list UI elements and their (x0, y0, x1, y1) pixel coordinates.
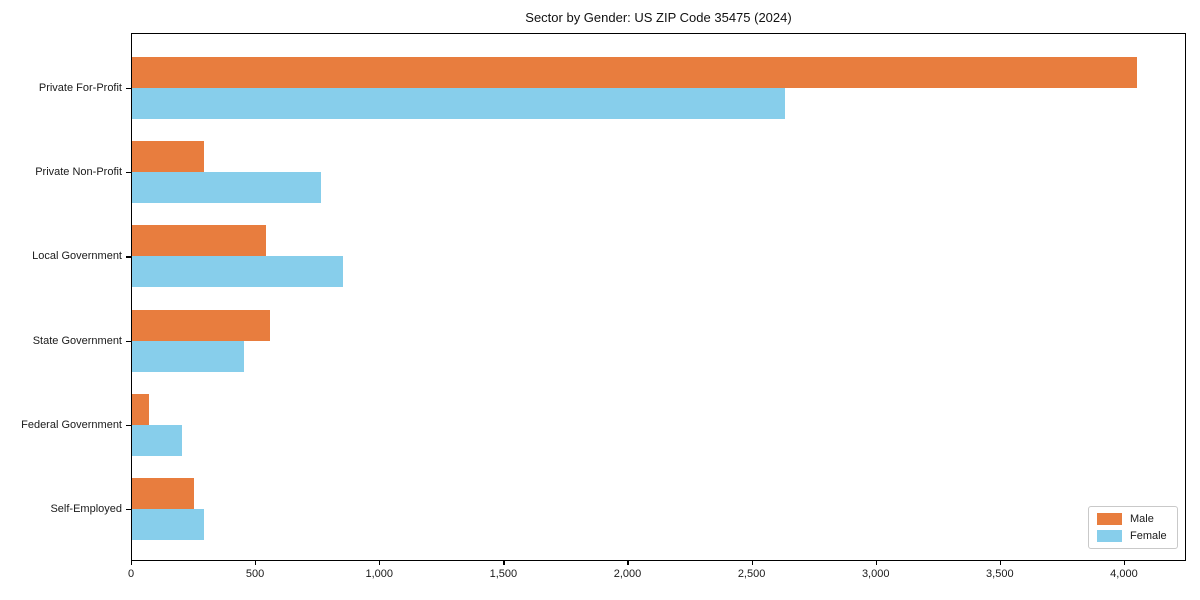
x-tick-mark (131, 561, 133, 565)
x-tick-mark (627, 561, 629, 565)
x-tick-label: 3,000 (861, 568, 890, 580)
x-tick-label: 1,500 (489, 568, 518, 580)
y-tick-label: Local Government (32, 250, 122, 263)
x-tick-mark (751, 561, 753, 565)
x-tick-label: 0 (127, 568, 135, 580)
x-tick-mark (379, 561, 381, 565)
legend-item-male: Male (1097, 513, 1167, 525)
x-tick-label: 2,500 (737, 568, 766, 580)
x-tick-label: 500 (245, 568, 265, 580)
bar-male-2 (132, 141, 204, 173)
bar-male-1 (132, 57, 1138, 88)
y-tick-label: Federal Government (21, 418, 122, 431)
x-tick-mark (255, 561, 257, 565)
y-tick-mark (126, 340, 131, 342)
y-tick-label: Self-Employed (50, 503, 122, 515)
bar-male-5 (132, 393, 150, 425)
y-tick-label: State Government (32, 334, 122, 347)
bar-female-2 (132, 172, 321, 204)
x-tick-label: 2,000 (613, 568, 642, 580)
legend-swatch-female (1097, 530, 1122, 542)
y-tick-mark (126, 509, 131, 511)
y-tick-mark (126, 88, 131, 90)
bar-female-3 (132, 256, 343, 288)
plot-area (131, 33, 1186, 561)
x-tick-label: 4,000 (1110, 568, 1138, 580)
chart-title: Sector by Gender: US ZIP Code 35475 (202… (525, 10, 792, 25)
bar-male-4 (132, 309, 270, 341)
bar-female-6 (132, 509, 204, 540)
legend: Male Female (1088, 506, 1178, 549)
y-tick-mark (126, 424, 131, 426)
y-tick-label: Private Non-Profit (35, 166, 122, 179)
x-tick-label: 1,000 (365, 568, 393, 580)
bar-female-4 (132, 340, 244, 372)
x-tick-mark (1123, 561, 1126, 565)
y-tick-mark (126, 172, 131, 174)
x-tick-mark (999, 561, 1001, 565)
bar-female-5 (132, 424, 182, 456)
bar-male-3 (132, 225, 267, 257)
legend-swatch-male (1097, 513, 1122, 525)
y-tick-label: Private For-Profit (38, 82, 122, 94)
x-tick-mark (503, 561, 505, 565)
bar-male-6 (132, 478, 195, 509)
legend-item-female: Female (1097, 530, 1167, 542)
x-tick-mark (875, 561, 877, 565)
bar-female-1 (132, 88, 785, 119)
x-tick-label: 3,500 (986, 568, 1014, 580)
legend-label: Female (1130, 530, 1167, 542)
legend-label: Male (1130, 513, 1154, 525)
y-tick-mark (126, 256, 131, 258)
